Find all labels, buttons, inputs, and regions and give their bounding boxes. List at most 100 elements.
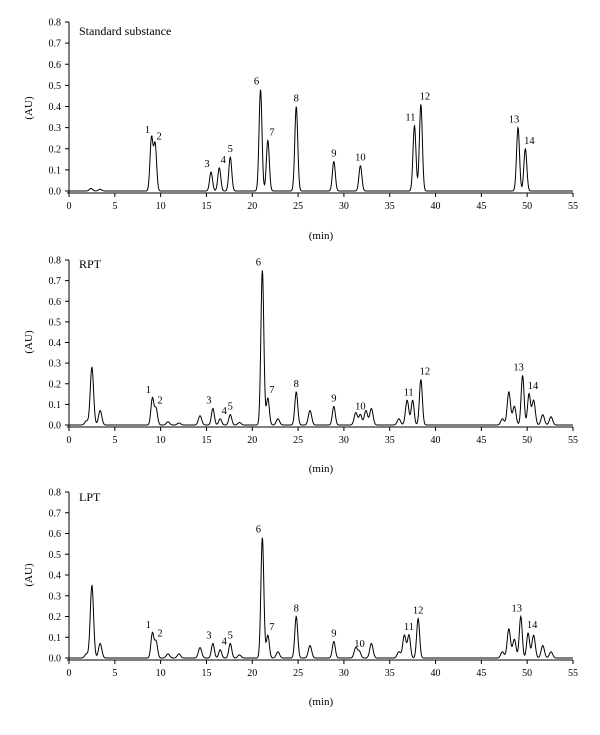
y-tick-label: 0.1: [49, 633, 62, 644]
peak-label: 2: [157, 628, 162, 639]
x-tick-label: 15: [201, 201, 211, 212]
peak-label: 9: [331, 628, 336, 639]
y-tick-label: 0.5: [49, 81, 62, 92]
peak-label: 9: [331, 393, 336, 404]
peak-label: 8: [294, 379, 299, 390]
y-tick-label: 0.8: [49, 18, 62, 29]
peak-label: 5: [228, 402, 233, 413]
x-tick-label: 5: [112, 201, 117, 212]
x-tick-label: 20: [247, 668, 257, 679]
y-axis-label: (AU): [23, 96, 35, 120]
peak-label: 7: [269, 385, 274, 396]
x-tick-label: 45: [476, 668, 486, 679]
x-tick-label: 25: [293, 435, 303, 446]
x-tick-label: 40: [431, 435, 441, 446]
x-tick-label: 50: [522, 201, 532, 212]
peak-label: 14: [527, 620, 538, 631]
y-tick-label: 0.2: [49, 612, 62, 623]
x-tick-label: 15: [201, 435, 211, 446]
y-tick-label: 0.0: [49, 421, 62, 432]
peak-label: 13: [509, 115, 520, 126]
peak-label: 1: [145, 125, 150, 136]
y-tick-label: 0.8: [49, 488, 62, 499]
x-axis-label: (min): [309, 696, 334, 708]
x-tick-label: 35: [385, 668, 395, 679]
peak-label: 7: [269, 127, 274, 138]
x-axis-label: (min): [309, 230, 334, 242]
x-tick-label: 25: [293, 668, 303, 679]
peak-label: 2: [157, 132, 162, 143]
y-tick-label: 0.1: [49, 165, 62, 176]
peak-label: 3: [206, 396, 211, 407]
peak-label: 4: [222, 637, 228, 648]
y-axis-label: (AU): [23, 330, 35, 354]
x-tick-label: 30: [339, 668, 349, 679]
peak-label: 12: [413, 606, 424, 617]
y-tick-label: 0.2: [49, 379, 62, 390]
y-tick-label: 0.7: [49, 39, 62, 50]
x-tick-label: 20: [247, 201, 257, 212]
x-tick-label: 20: [247, 435, 257, 446]
peak-label: 8: [294, 94, 299, 105]
peak-label: 10: [354, 639, 365, 650]
peak-label: 1: [146, 620, 151, 631]
x-tick-label: 55: [568, 435, 578, 446]
x-tick-label: 10: [156, 201, 166, 212]
peak-label: 4: [222, 406, 228, 417]
y-tick-label: 0.0: [49, 654, 62, 665]
peak-label: 10: [355, 402, 366, 413]
x-tick-label: 0: [67, 201, 72, 212]
peak-label: 12: [420, 367, 431, 378]
peak-label: 5: [228, 630, 233, 641]
y-tick-label: 0.0: [49, 187, 62, 198]
y-tick-label: 0.4: [49, 102, 62, 113]
y-tick-label: 0.8: [49, 256, 62, 267]
peak-label: 4: [221, 155, 227, 166]
peak-label: 3: [206, 630, 211, 641]
peak-label: 6: [254, 77, 259, 88]
peak-label: 3: [204, 159, 209, 170]
x-tick-label: 45: [476, 201, 486, 212]
y-tick-label: 0.6: [49, 529, 62, 540]
x-tick-label: 5: [112, 668, 117, 679]
x-tick-label: 10: [156, 668, 166, 679]
peak-label: 11: [404, 387, 414, 398]
chromatogram-trace: [69, 89, 573, 192]
x-tick-label: 45: [476, 435, 486, 446]
y-axis-label: (AU): [23, 563, 35, 587]
chromatogram-trace: [69, 537, 573, 659]
y-tick-label: 0.3: [49, 591, 62, 602]
x-tick-label: 50: [522, 435, 532, 446]
x-tick-label: 40: [431, 668, 441, 679]
y-tick-label: 0.6: [49, 297, 62, 308]
peak-label: 14: [524, 136, 535, 147]
y-tick-label: 0.2: [49, 144, 62, 155]
peak-label: 10: [355, 153, 366, 164]
peak-label: 9: [331, 148, 336, 159]
y-tick-label: 0.3: [49, 359, 62, 370]
x-tick-label: 40: [431, 201, 441, 212]
peak-label: 5: [228, 144, 233, 155]
x-tick-label: 15: [201, 668, 211, 679]
peak-label: 6: [256, 525, 261, 536]
y-tick-label: 0.7: [49, 276, 62, 287]
x-tick-label: 0: [67, 668, 72, 679]
x-tick-label: 30: [339, 435, 349, 446]
peak-label: 2: [157, 396, 162, 407]
y-tick-label: 0.7: [49, 508, 62, 519]
y-tick-label: 0.3: [49, 123, 62, 134]
y-tick-label: 0.5: [49, 550, 62, 561]
peak-label: 6: [256, 257, 261, 268]
peak-label: 13: [512, 604, 523, 615]
x-tick-label: 10: [156, 435, 166, 446]
y-tick-label: 0.4: [49, 338, 62, 349]
x-tick-label: 35: [385, 201, 395, 212]
panel-title: LPT: [79, 490, 101, 504]
peak-label: 14: [528, 381, 539, 392]
y-tick-label: 0.1: [49, 400, 62, 411]
peak-label: 8: [294, 604, 299, 615]
chart-panel-1: 0.00.10.20.30.40.50.60.70.80 5 10 15 20 25 30 3…: [23, 18, 578, 243]
chart-panel-2: 0.00.10.20.30.40.50.60.70.80 5 10 15 20 25 30 3…: [23, 256, 578, 476]
peak-label: 11: [404, 622, 414, 633]
